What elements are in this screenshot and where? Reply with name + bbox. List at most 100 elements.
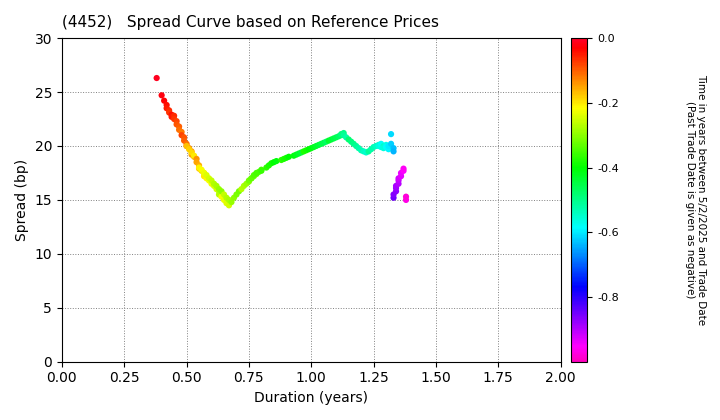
Point bbox=[395, 173, 407, 179]
Point bbox=[208, 183, 220, 189]
Point bbox=[397, 165, 409, 172]
Point bbox=[243, 177, 255, 184]
Point bbox=[395, 170, 407, 176]
Point bbox=[330, 134, 342, 141]
Point bbox=[315, 140, 327, 147]
Point bbox=[151, 75, 163, 81]
Point bbox=[253, 168, 265, 175]
Point bbox=[181, 140, 192, 147]
Point bbox=[246, 175, 257, 182]
Point bbox=[293, 150, 305, 157]
Point bbox=[348, 140, 359, 147]
Point bbox=[246, 175, 257, 182]
Point bbox=[256, 166, 267, 173]
Point bbox=[310, 143, 322, 150]
Point bbox=[333, 133, 344, 139]
Point bbox=[346, 138, 357, 145]
Point bbox=[189, 153, 200, 160]
Point bbox=[251, 170, 262, 176]
Point bbox=[288, 152, 300, 159]
Point bbox=[161, 102, 172, 108]
Point bbox=[390, 183, 402, 189]
Point bbox=[211, 186, 222, 192]
Point bbox=[283, 153, 294, 160]
Point bbox=[233, 188, 245, 194]
Point bbox=[179, 134, 190, 141]
Point bbox=[313, 142, 325, 148]
Point bbox=[223, 197, 235, 203]
Point bbox=[184, 145, 195, 152]
Point bbox=[221, 194, 233, 201]
Point bbox=[240, 180, 252, 187]
Point bbox=[400, 193, 412, 200]
Point bbox=[380, 144, 392, 150]
Point bbox=[305, 145, 317, 152]
Point bbox=[206, 177, 217, 184]
Point bbox=[206, 180, 217, 187]
Point bbox=[171, 121, 182, 128]
Point bbox=[198, 170, 210, 176]
Point bbox=[356, 147, 367, 154]
Point bbox=[263, 162, 274, 169]
Point bbox=[198, 170, 210, 176]
Point bbox=[189, 152, 200, 159]
Point bbox=[338, 130, 349, 136]
Point bbox=[256, 168, 267, 174]
Point bbox=[186, 149, 197, 156]
Point bbox=[393, 180, 405, 187]
Point bbox=[268, 159, 279, 165]
Point bbox=[196, 168, 207, 174]
Point bbox=[298, 148, 310, 155]
Point bbox=[174, 126, 185, 133]
Point bbox=[388, 191, 400, 198]
Point bbox=[168, 116, 180, 122]
Point bbox=[341, 134, 352, 141]
Point bbox=[365, 146, 377, 152]
Point bbox=[308, 144, 320, 150]
Point bbox=[203, 175, 215, 182]
Point bbox=[261, 164, 272, 171]
Point bbox=[338, 132, 349, 139]
Point bbox=[181, 143, 192, 150]
Point bbox=[198, 173, 210, 179]
Point bbox=[271, 158, 282, 165]
Point bbox=[388, 194, 400, 201]
Point bbox=[186, 151, 197, 158]
Point bbox=[378, 143, 390, 150]
Point bbox=[176, 129, 187, 135]
Point bbox=[385, 131, 397, 137]
Point bbox=[248, 172, 260, 178]
Point bbox=[368, 144, 379, 150]
Point bbox=[211, 183, 222, 189]
Point bbox=[201, 175, 212, 182]
Point bbox=[378, 145, 390, 152]
Point bbox=[225, 199, 237, 205]
Point bbox=[230, 191, 242, 198]
Point bbox=[375, 144, 387, 150]
Point bbox=[303, 146, 315, 152]
Point bbox=[320, 138, 332, 145]
Point bbox=[235, 186, 247, 192]
Point bbox=[168, 113, 180, 119]
Point bbox=[390, 185, 402, 192]
Point bbox=[397, 168, 409, 174]
Point bbox=[343, 136, 354, 143]
Point bbox=[291, 151, 302, 158]
Point bbox=[179, 137, 190, 144]
Point bbox=[400, 197, 412, 203]
Point bbox=[385, 140, 397, 147]
Point bbox=[166, 111, 177, 118]
Point bbox=[221, 200, 233, 207]
Point bbox=[201, 172, 212, 178]
Point bbox=[218, 197, 230, 203]
Point bbox=[203, 177, 215, 184]
Point bbox=[336, 132, 347, 139]
Point bbox=[318, 139, 330, 146]
Point bbox=[380, 142, 392, 148]
Point bbox=[375, 140, 387, 147]
X-axis label: Duration (years): Duration (years) bbox=[254, 391, 368, 405]
Point bbox=[281, 155, 292, 161]
Point bbox=[383, 143, 395, 150]
Point bbox=[223, 202, 235, 209]
Point bbox=[328, 135, 339, 142]
